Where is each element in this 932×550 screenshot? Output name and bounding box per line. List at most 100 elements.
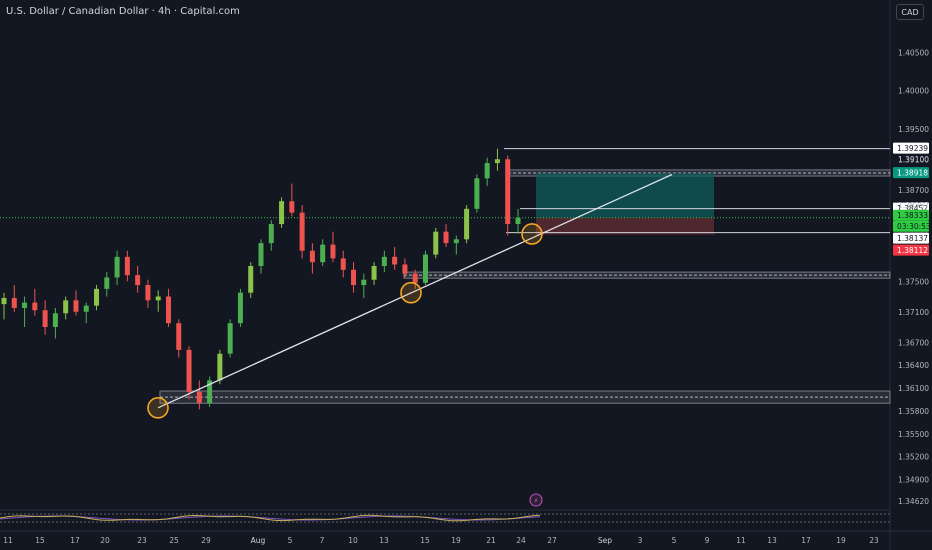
candle[interactable]	[443, 231, 449, 244]
currency-badge[interactable]: CAD	[896, 4, 924, 20]
candle[interactable]	[453, 239, 459, 244]
price-label-box-countdown	[893, 220, 929, 232]
candle[interactable]	[371, 266, 377, 280]
candle[interactable]	[299, 212, 305, 251]
candle[interactable]	[464, 208, 470, 240]
candle[interactable]	[22, 302, 28, 308]
candle[interactable]	[165, 296, 171, 324]
price-label-box-high-level	[893, 142, 929, 154]
swing-marker[interactable]	[147, 397, 169, 419]
y-tick-label: 1.35500	[898, 430, 929, 439]
candle[interactable]	[52, 313, 58, 327]
candle[interactable]	[32, 302, 38, 311]
oscillator-line	[0, 514, 541, 522]
candle[interactable]	[248, 266, 254, 293]
y-tick-label: 1.36100	[898, 384, 929, 393]
candle[interactable]	[145, 285, 151, 301]
candle[interactable]	[217, 353, 223, 381]
candle[interactable]	[433, 231, 439, 255]
price-label-level: 1.38452	[897, 204, 928, 213]
x-tick-label: 25	[169, 536, 179, 545]
swing-marker[interactable]	[400, 281, 422, 304]
candle[interactable]	[124, 256, 130, 276]
candle[interactable]	[1, 298, 7, 305]
x-tick-label: 10	[348, 536, 358, 545]
x-tick-label: 13	[767, 536, 777, 545]
x-tick-label: 19	[451, 536, 461, 545]
candle[interactable]	[237, 292, 243, 324]
alert-icon[interactable]	[529, 493, 543, 507]
candle[interactable]	[494, 159, 500, 164]
candle[interactable]	[83, 305, 89, 312]
oscillator-signal-line	[0, 515, 541, 521]
candle[interactable]	[279, 201, 285, 225]
candle[interactable]	[422, 254, 428, 283]
candle[interactable]	[320, 244, 326, 263]
candle[interactable]	[309, 250, 315, 263]
candle[interactable]	[361, 279, 367, 286]
x-tick-label: 3	[638, 536, 643, 545]
candle[interactable]	[155, 296, 161, 301]
x-tick-label: 20	[100, 536, 110, 545]
candle[interactable]	[484, 163, 490, 179]
x-tick-label: 29	[201, 536, 211, 545]
x-tick-label: 24	[516, 536, 526, 545]
x-tick-label: 9	[705, 536, 710, 545]
candle[interactable]	[515, 217, 521, 225]
x-tick-label: 23	[137, 536, 147, 545]
swing-marker[interactable]	[521, 223, 543, 245]
candle[interactable]	[176, 323, 182, 350]
candle[interactable]	[63, 300, 69, 314]
y-tick-label: 1.40500	[898, 49, 929, 58]
price-label-box-current	[893, 209, 929, 221]
y-tick-label: 1.38357	[898, 201, 929, 210]
candle[interactable]	[94, 288, 100, 306]
candle[interactable]	[402, 264, 408, 274]
price-label-stop-loss: 1.38112	[897, 246, 928, 255]
x-tick-label: 5	[672, 536, 677, 545]
candle[interactable]	[11, 298, 17, 308]
candle[interactable]	[227, 323, 233, 354]
x-tick-label: 15	[420, 536, 430, 545]
candle[interactable]	[42, 310, 48, 327]
candle[interactable]	[392, 256, 398, 265]
y-tick-label: 1.39100	[898, 155, 929, 164]
candle[interactable]	[351, 269, 357, 286]
y-tick-label: 1.37100	[898, 308, 929, 317]
candle[interactable]	[258, 243, 264, 266]
price-label-box-stop-loss	[893, 244, 929, 256]
candle[interactable]	[207, 380, 213, 404]
price-label-box-take-profit	[893, 167, 929, 179]
y-tick-label: 1.34620	[898, 497, 929, 506]
stop-zone[interactable]	[536, 217, 714, 235]
y-tick-label: 1.38700	[898, 186, 929, 195]
candle[interactable]	[340, 258, 346, 270]
candle[interactable]	[104, 277, 110, 289]
candle[interactable]	[412, 273, 418, 283]
price-label-box-level	[893, 232, 929, 244]
candle[interactable]	[289, 201, 295, 213]
candle[interactable]	[474, 178, 480, 209]
x-tick-label: 15	[35, 536, 45, 545]
price-label-high-level: 1.39239	[897, 144, 928, 153]
candle[interactable]	[268, 224, 274, 244]
candle[interactable]	[186, 349, 192, 392]
candle[interactable]	[135, 275, 141, 286]
candle[interactable]	[330, 244, 336, 259]
x-tick-label: 11	[3, 536, 13, 545]
candle[interactable]	[114, 256, 120, 278]
candle[interactable]	[196, 391, 202, 404]
x-tick-label: 11	[736, 536, 746, 545]
alert-glyph: ⚡	[534, 497, 539, 505]
candle[interactable]	[73, 300, 79, 312]
trendline[interactable]	[157, 173, 673, 409]
chart-title: U.S. Dollar / Canadian Dollar · 4h · Cap…	[6, 6, 240, 17]
candle[interactable]	[505, 159, 511, 225]
x-tick-label: 27	[547, 536, 557, 545]
y-tick-label: 1.37500	[898, 277, 929, 286]
x-tick-label: 19	[836, 536, 846, 545]
y-tick-label: 1.35800	[898, 407, 929, 416]
candle[interactable]	[381, 256, 387, 266]
